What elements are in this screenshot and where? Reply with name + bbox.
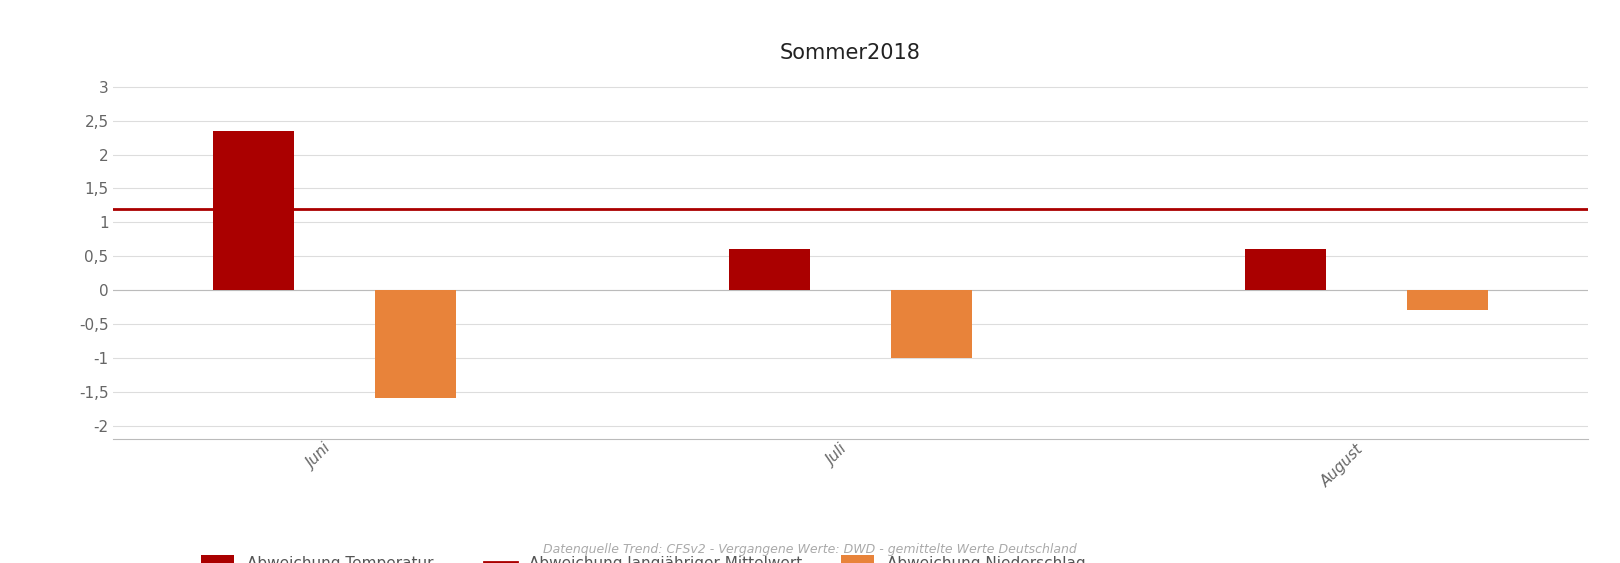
Bar xyxy=(1408,290,1489,310)
Bar xyxy=(891,290,972,358)
Bar xyxy=(376,290,457,399)
Bar xyxy=(729,249,810,290)
Title: Sommer2018: Sommer2018 xyxy=(781,43,920,63)
Bar xyxy=(212,131,293,290)
Bar xyxy=(1244,249,1325,290)
Legend: Abweichung Temperatur, Abweichung Niederschlag, Abweichung langjähriger Mittelwe: Abweichung Temperatur, Abweichung Nieder… xyxy=(194,549,1092,563)
Text: Datenquelle Trend: CFSv2 - Vergangene Werte: DWD - gemittelte Werte Deutschland: Datenquelle Trend: CFSv2 - Vergangene We… xyxy=(543,543,1077,556)
